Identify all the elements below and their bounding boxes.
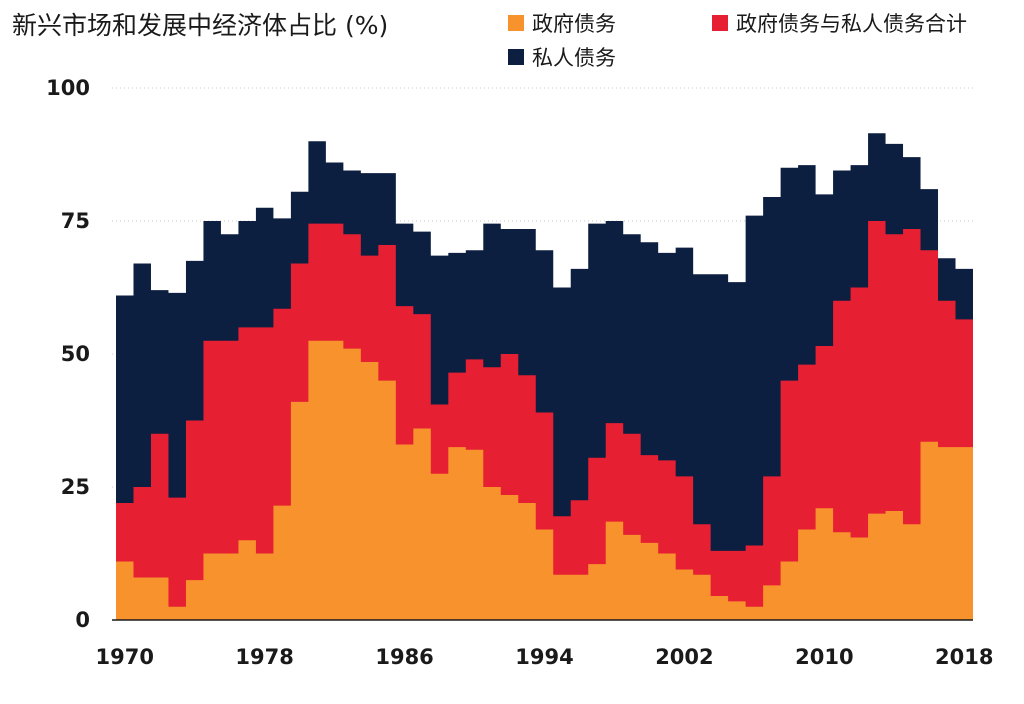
legend-item-combined-debt: 政府债务与私人债务合计 bbox=[712, 8, 967, 38]
legend-item-government-debt: 政府债务 bbox=[508, 8, 616, 38]
area-series-0 bbox=[116, 340, 973, 620]
y-tick-label: 75 bbox=[61, 209, 90, 233]
legend-swatch-government-debt bbox=[508, 15, 524, 31]
x-tick-label: 1970 bbox=[96, 645, 154, 669]
legend-swatch-private-debt bbox=[508, 49, 524, 65]
y-tick-label: 0 bbox=[75, 608, 90, 632]
legend-label-combined-debt: 政府债务与私人债务合计 bbox=[736, 12, 967, 36]
chart-title: 新兴市场和发展中经济体占比 (%) bbox=[12, 11, 389, 40]
x-tick-label: 2018 bbox=[935, 645, 993, 669]
y-tick-label: 25 bbox=[61, 475, 90, 499]
legend-item-private-debt: 私人债务 bbox=[508, 42, 616, 72]
x-tick-label: 1994 bbox=[515, 645, 573, 669]
x-tick-label: 1986 bbox=[375, 645, 433, 669]
x-tick-label: 2010 bbox=[795, 645, 853, 669]
y-tick-label: 50 bbox=[61, 342, 90, 366]
legend-label-private-debt: 私人债务 bbox=[532, 46, 616, 70]
legend-label-government-debt: 政府债务 bbox=[532, 12, 616, 36]
legend-swatch-combined-debt bbox=[712, 15, 728, 31]
x-tick-label: 1978 bbox=[235, 645, 293, 669]
legend: 政府债务 政府债务与私人债务合计 私人债务 bbox=[508, 8, 1018, 72]
y-tick-label: 100 bbox=[46, 76, 90, 100]
x-tick-label: 2002 bbox=[655, 645, 713, 669]
